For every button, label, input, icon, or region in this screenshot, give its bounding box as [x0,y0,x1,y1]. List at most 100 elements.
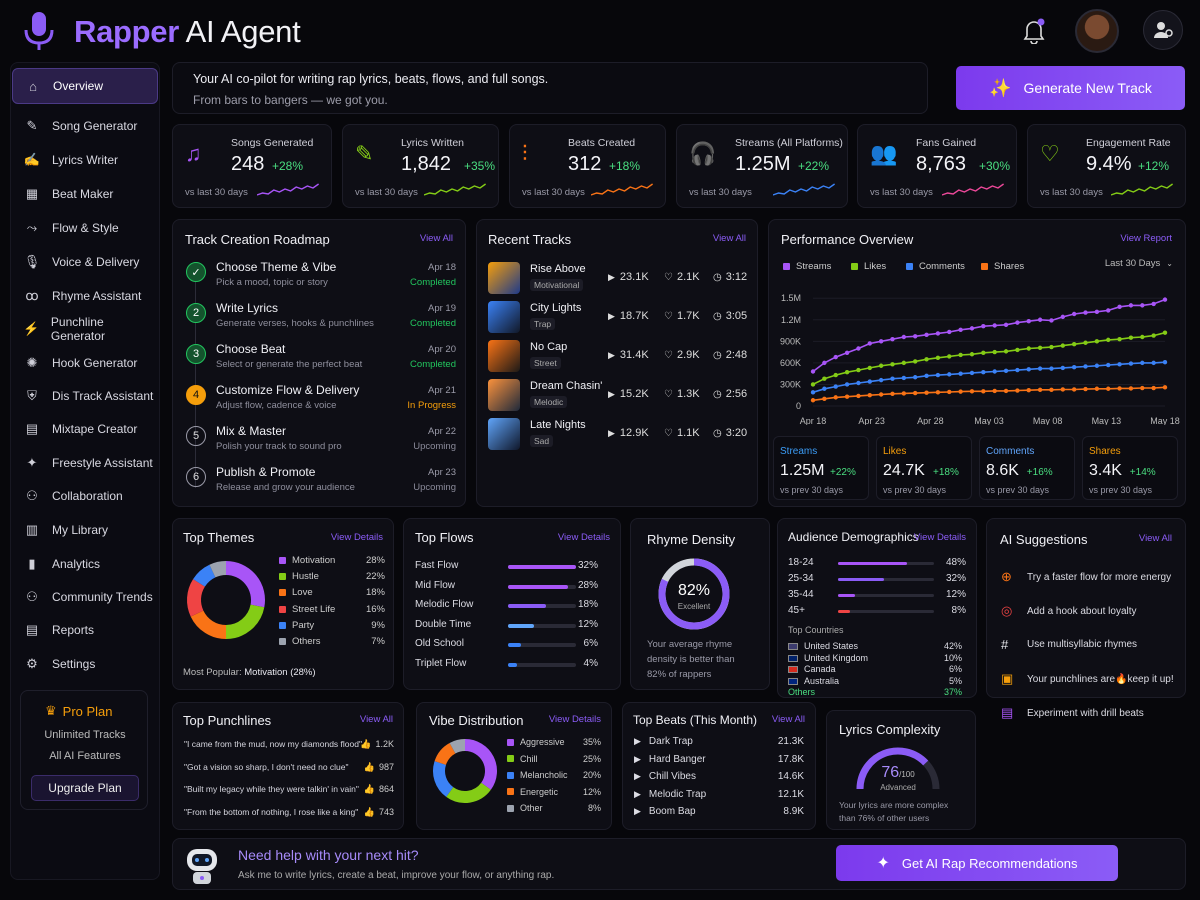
sidebar-item-dis-track-assistant[interactable]: ⛨ Dis Track Assistant [12,380,158,412]
top-flows-view-details-link[interactable]: View Details [557,532,610,543]
sidebar-item-song-generator[interactable]: ✎ Song Generator [12,110,158,142]
sidebar-item-beat-maker[interactable]: ▦ Beat Maker [12,178,158,210]
roadmap-step[interactable]: 6 Publish & Promote Release and grow your … [186,465,456,501]
sidebar-item-punchline-generator[interactable]: ⚡ Punchline Generator [12,313,158,345]
roadmap-step[interactable]: 5 Mix & Master Polish your track to sound … [186,424,456,460]
roadmap-view-all-link[interactable]: View All [419,233,453,244]
roadmap-step[interactable]: 4 Customize Flow & Delivery Adjust flow, c… [186,383,456,419]
beat-row[interactable]: ▶ Dark Trap [634,736,693,747]
avatar[interactable] [1075,9,1119,53]
track-row[interactable]: City Lights Trap ▶ 18.7K ♡ 1.7K ◷ 3:05 [488,301,750,335]
flag-icon [788,677,798,685]
date-range-select[interactable]: Last 30 Days ⌄ [1104,258,1173,269]
y-tick-label: 600K [780,358,801,368]
country-pct: 37% [943,687,962,697]
subtagline: From bars to bangers — we got you. [193,93,388,107]
sidebar-item-my-library[interactable]: ▥ My Library [12,514,158,546]
data-point-streams [1037,317,1043,322]
sidebar-item-lyrics-writer[interactable]: ✍ Lyrics Writer [12,144,158,176]
crown-icon: ♛ [45,703,57,718]
upgrade-plan-button[interactable]: Upgrade Plan [31,775,139,801]
notification-bell-icon[interactable] [1022,18,1046,49]
track-row[interactable]: No Cap Street ▶ 31.4K ♡ 2.9K ◷ 2:48 [488,340,750,374]
sidebar-item-rhyme-assistant[interactable]: ꝏ Rhyme Assistant [12,280,158,312]
ai-suggestions-view-all-link[interactable]: View All [1138,533,1172,544]
sidebar-item-label: Rhyme Assistant [52,289,142,303]
get-recommendations-button[interactable]: ✦ Get AI Rap Recommendations [836,845,1118,881]
punchline-likes: 👍 1.2K [360,739,394,749]
data-point-streams [844,350,850,356]
view-report-link[interactable]: View Report [1120,233,1172,244]
punchline-likes: 👍 987 [363,761,394,772]
recent-tracks-view-all-link[interactable]: View All [712,233,746,244]
generate-new-track-button[interactable]: ✨ Generate New Track [956,66,1185,110]
top-themes-view-details-link[interactable]: View Details [330,532,383,543]
flow-bar-fill [508,623,534,628]
punchline-text: "Got a vision so sharp, I don't need no … [184,761,349,772]
play-icon: ▶ [608,272,615,282]
ai-suggestion-item[interactable]: ▤ Experiment with drill beats [1001,705,1144,720]
flag-icon [788,666,798,673]
roadmap-step[interactable]: 3 Choose Beat Select or generate the perfe… [186,342,456,378]
data-point-comments [981,370,986,375]
performance-line-chart: 0 300K 600K 900K 1.2M 1.5M Apr 18 Apr 23 Apr 28 M… [780,293,1180,425]
flow-pct: 4% [583,657,598,669]
kpi-label: Shares [1089,446,1121,457]
ai-suggestion-item[interactable]: ◎ Add a hook about loyalty [1001,603,1137,618]
data-point-shares [1003,388,1009,394]
step-date: Apr 20 [428,344,456,355]
sidebar-item-flow-style[interactable]: ⤳ Flow & Style [12,212,158,244]
punchline-likes: 👍 743 [363,806,394,817]
sidebar-item-freestyle-assistant[interactable]: ✦ Freestyle Assistant [12,447,158,479]
data-point-shares [1106,386,1111,391]
data-point-streams [901,334,907,340]
ai-suggestion-item[interactable]: ▣ Your punchlines are🔥keep it up! [1001,671,1174,686]
user-settings-button[interactable] [1143,10,1183,50]
sidebar-item-analytics[interactable]: ▮ Analytics [12,548,158,580]
sidebar-item-community-trends[interactable]: ⚇ Community Trends [12,581,158,613]
step-status: In Progress [407,400,456,411]
track-row[interactable]: Late Nights Sad ▶ 12.9K ♡ 1.1K ◷ 3:20 [488,418,750,452]
vibe-view-details-link[interactable]: View Details [548,714,601,725]
data-point-likes [1083,340,1088,345]
sidebar-item-mixtape-creator[interactable]: ▤ Mixtape Creator [12,413,158,445]
step-date: Apr 19 [428,303,456,314]
stat-value: 8,763 [916,153,967,175]
track-row[interactable]: Rise Above Motivational ▶ 23.1K ♡ 2.1K ◷ 3:12 [488,262,750,296]
beat-row[interactable]: ▶ Chill Vibes [634,771,696,782]
top-punchlines-view-all-link[interactable]: View All [359,714,393,725]
stat-subtext: vs last 30 days [689,187,752,198]
track-row[interactable]: Dream Chasin' Melodic ▶ 15.2K ♡ 1.3K ◷ 2:56 [488,379,750,413]
demographics-view-details-link[interactable]: View Details [913,532,966,543]
track-plays: ▶ 18.7K [608,310,649,322]
sidebar-item-collaboration[interactable]: ⚇ Collaboration [12,480,158,512]
beat-row[interactable]: ▶ Boom Bap [634,806,696,817]
vibe-legend-item: Energetic 12% [507,787,601,797]
track-duration: ◷ 3:05 [713,310,748,322]
top-beats-view-all-link[interactable]: View All [771,714,805,725]
age-pct: 32% [945,573,966,584]
punchline-icon: ⚡ [23,321,40,336]
ai-suggestion-item[interactable]: ⊕ Try a faster flow for more energy [1001,569,1172,584]
data-point-comments [1083,364,1088,369]
stat-card-songs-generated: ♫ Songs Generated 248 +28% vs last 30 days [172,124,332,208]
data-point-shares [1151,385,1156,391]
roadmap-step[interactable]: ✓ Choose Theme & Vibe Pick a mood, topic o… [186,260,456,296]
data-point-streams [1071,311,1077,317]
sidebar-item-reports[interactable]: ▤ Reports [12,614,158,646]
data-point-comments [958,371,963,376]
data-point-shares [833,395,838,400]
beat-row[interactable]: ▶ Hard Banger [634,753,706,765]
track-name: Rise Above [530,263,586,275]
beat-row[interactable]: ▶ Melodic Trap [634,788,707,800]
roadmap-step[interactable]: 2 Write Lyrics Generate verses, hooks & pu… [186,301,456,337]
sidebar-item-overview[interactable]: ⌂ Overview [12,68,158,104]
ai-suggestion-item[interactable]: # Use multisyllabic rhymes [1001,637,1138,652]
sidebar-item-voice-delivery[interactable]: 🎙 Voice & Delivery [12,246,158,278]
sidebar-item-settings[interactable]: ⚙ Settings [12,648,158,680]
beat-grid-icon: ▦ [25,186,39,201]
sidebar-item-hook-generator[interactable]: ✺ Hook Generator [12,347,158,379]
top-beats-card: Top Beats (This Month) View All ▶ Dark Tr… [622,702,816,830]
flow-bar-track [508,643,576,647]
flag-icon [788,643,798,650]
